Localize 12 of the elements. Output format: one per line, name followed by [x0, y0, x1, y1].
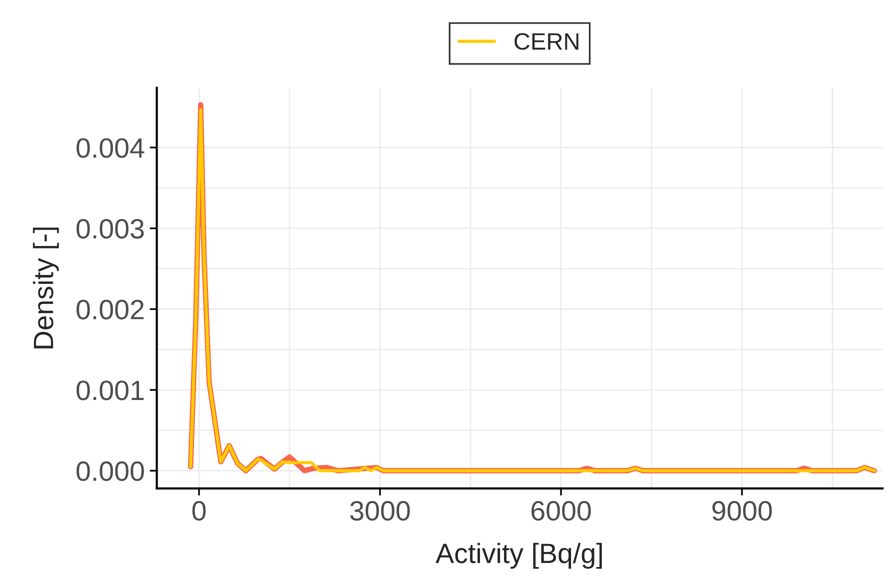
legend-label: CERN: [514, 33, 578, 50]
y-tick-label: 0.004: [76, 138, 144, 158]
y-tick-label: 0.000: [76, 461, 144, 482]
y-axis-title: Density [-]: [32, 228, 59, 348]
x-tick-label: 9000: [712, 501, 772, 521]
x-tick-label: 0: [192, 501, 206, 521]
y-tick-label: 0.002: [76, 300, 144, 320]
y-tick-label: 0.003: [76, 218, 144, 239]
x-tick-label: 3000: [350, 501, 410, 521]
x-axis-title: Activity [Bq/g]: [436, 542, 602, 569]
y-tick-label: 0.001: [76, 380, 144, 400]
x-tick-label: 6000: [532, 501, 591, 521]
